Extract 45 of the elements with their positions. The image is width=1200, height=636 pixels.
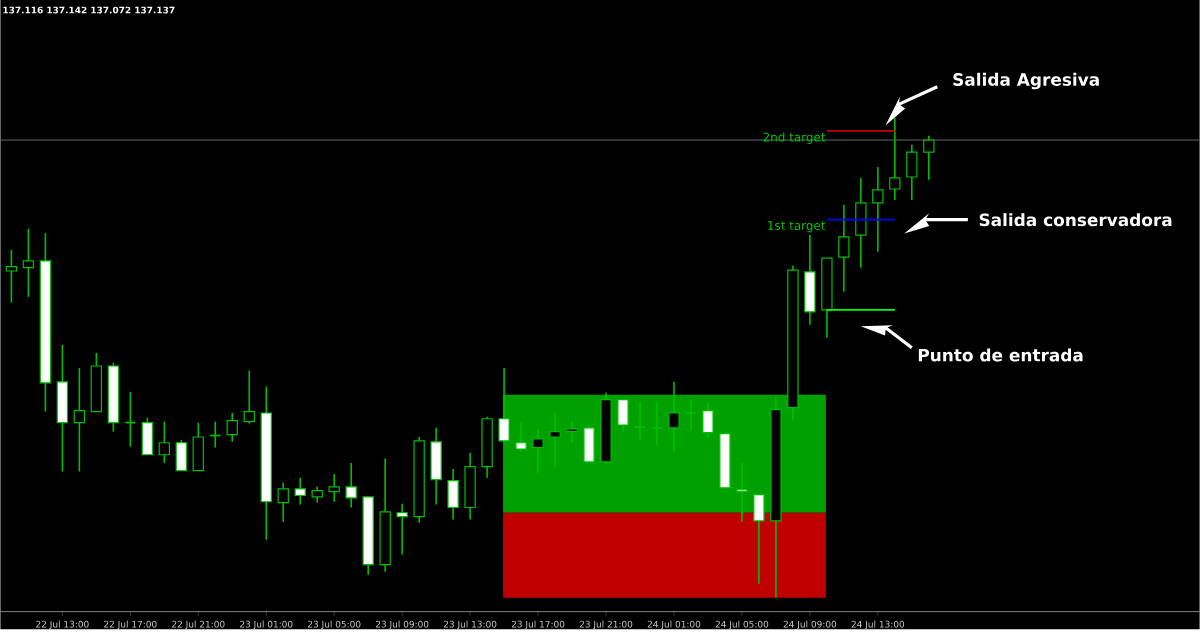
candlestick (566, 420, 578, 444)
x-tick-label: 23 Jul 17:00 (511, 620, 565, 630)
candlestick (73, 367, 86, 473)
candlestick (650, 402, 663, 446)
candlestick (923, 135, 935, 181)
candlestick (243, 370, 255, 425)
candlestick (515, 421, 527, 453)
candlestick (396, 502, 408, 556)
series-label: 2nd target (763, 132, 826, 144)
text: Salida Agresiva (953, 72, 1099, 90)
x-tick-label: 23 Jul 01:00 (240, 620, 293, 630)
x-tick-label: 23 Jul 13:00 (443, 620, 497, 630)
x-tick-label: 24 Jul 13:00 (851, 620, 905, 630)
candlestick (532, 429, 544, 474)
candlestick (5, 249, 18, 304)
candlestick (22, 228, 35, 298)
x-tick-label: 24 Jul 09:00 (783, 620, 837, 630)
candlestick (549, 410, 561, 469)
x-tick-label: 23 Jul 21:00 (579, 620, 633, 630)
text: 137.116 137.142 137.072 137.137 (3, 6, 175, 14)
x-tick-label: 23 Jul 09:00 (375, 620, 429, 630)
candlestick (838, 204, 850, 293)
x-tick-label: 22 Jul 13:00 (36, 620, 89, 630)
candlestick (226, 412, 238, 443)
candlestick (702, 402, 714, 439)
candlestick (668, 381, 680, 453)
x-tick-label: 23 Jul 05:00 (307, 620, 361, 630)
series-label: 1st target (768, 221, 826, 233)
annotation: Punto de entrada (918, 348, 1083, 362)
candlestick (872, 166, 884, 253)
x-tick-label: 24 Jul 01:00 (647, 620, 701, 630)
candlestick (736, 462, 748, 523)
candlestick (328, 473, 340, 503)
candlestick (158, 420, 170, 464)
candlestick (294, 477, 306, 506)
text: Salida conservadora (979, 213, 1172, 227)
candlestick (277, 481, 289, 523)
x-tick-label: 22 Jul 17:00 (104, 620, 157, 630)
candlestick (345, 462, 357, 509)
x-tick-label: 22 Jul 21:00 (172, 620, 225, 630)
candlestick (498, 367, 510, 444)
candlestick (889, 117, 901, 201)
x-tick-label: 24 Jul 05:00 (715, 620, 769, 630)
candlestick (684, 398, 697, 431)
candlestick (634, 401, 646, 441)
